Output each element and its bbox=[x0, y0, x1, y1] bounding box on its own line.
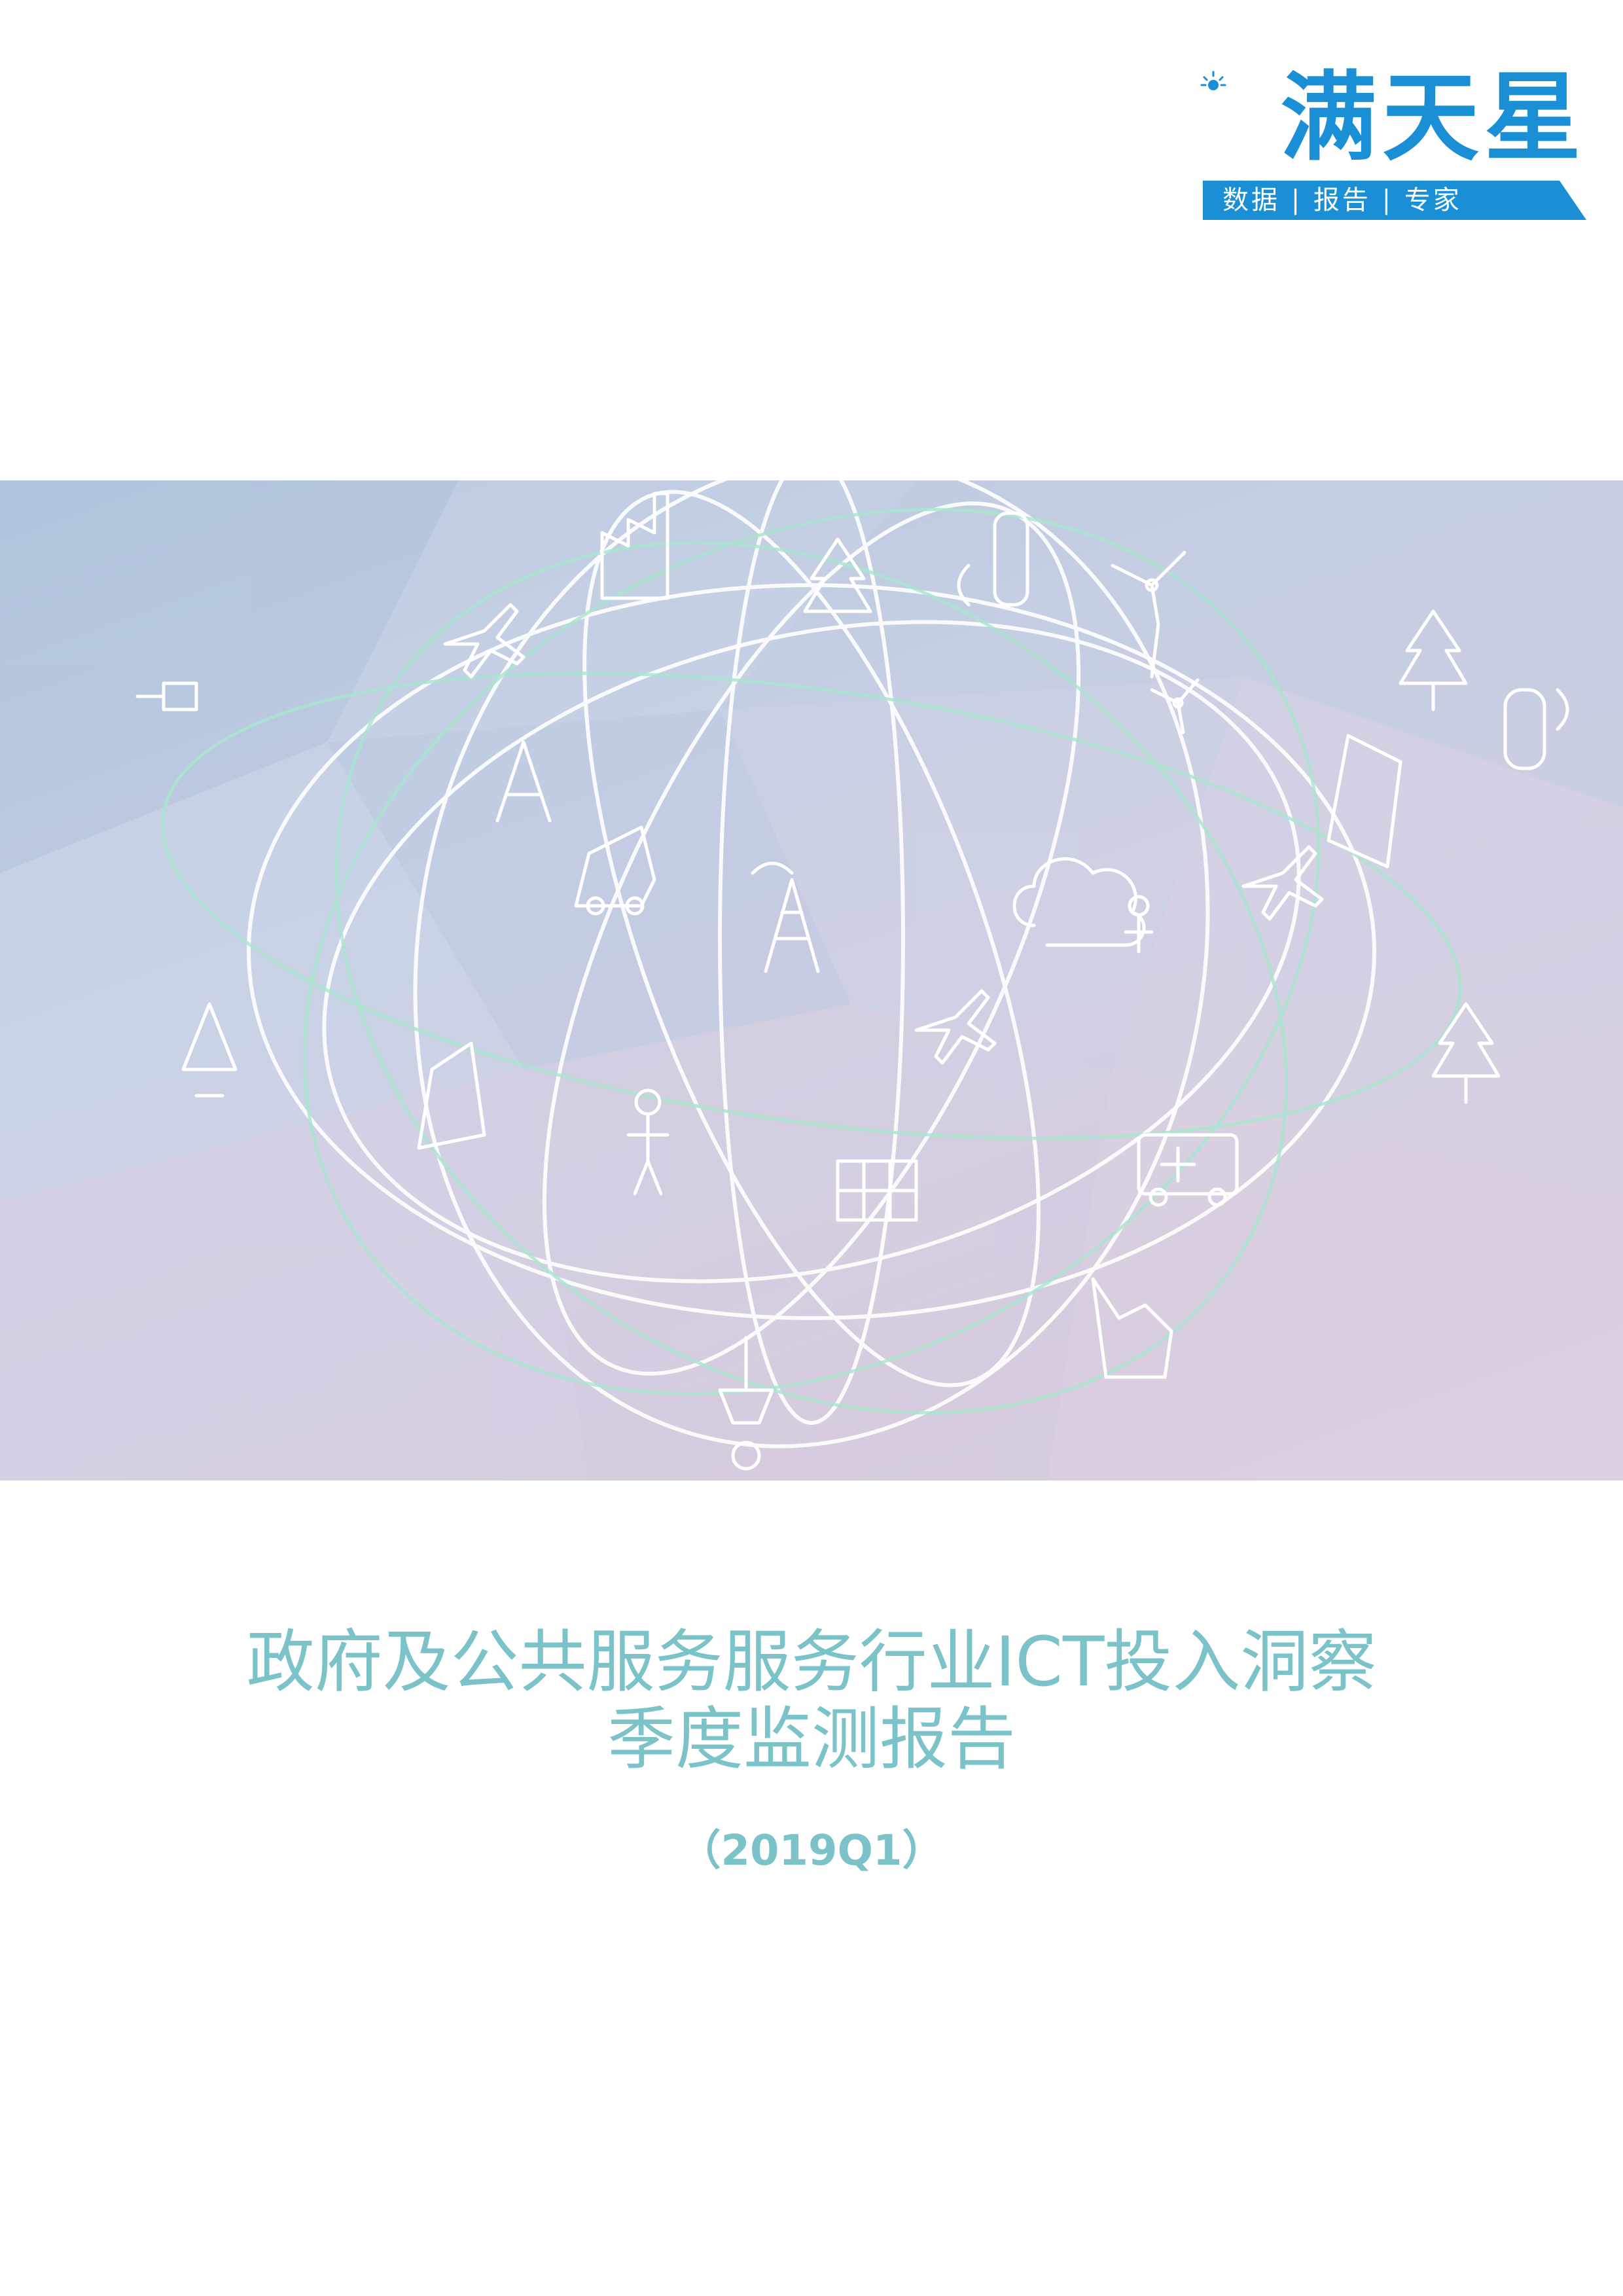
report-title: 政府及公共服务服务行业ICT投入洞察 季度监测报告 bbox=[0, 1623, 1623, 1778]
ambulance-icon bbox=[1137, 1133, 1239, 1207]
factory-icon bbox=[1327, 734, 1402, 869]
tree-icon bbox=[1431, 1002, 1501, 1104]
tree-icon bbox=[803, 537, 872, 613]
globe-network-illustration bbox=[0, 480, 1623, 1480]
hero-illustration bbox=[0, 480, 1623, 1480]
signal-tower-icon bbox=[181, 1002, 238, 1098]
report-title-line-2: 季度监测报告 bbox=[607, 1699, 1016, 1779]
airplane-icon bbox=[1241, 845, 1324, 921]
person-icon bbox=[626, 1088, 669, 1196]
signal-tower-icon bbox=[751, 861, 820, 973]
factory-icon bbox=[600, 492, 669, 600]
signal-tower-icon bbox=[495, 740, 552, 823]
brand-name: 满天星 bbox=[1280, 62, 1586, 174]
wind-turbine-icon bbox=[1111, 550, 1186, 679]
brand-tagline: 数据 | 报告 | 专家 bbox=[1222, 185, 1462, 215]
airplane-icon bbox=[443, 603, 526, 679]
airplane-icon bbox=[914, 989, 997, 1065]
satellite-icon bbox=[718, 1336, 774, 1471]
factory-icon bbox=[1091, 1277, 1173, 1379]
factory-icon bbox=[417, 1041, 486, 1150]
tree-icon bbox=[1399, 609, 1468, 711]
car-icon bbox=[574, 825, 656, 916]
solar-panel-icon bbox=[836, 1159, 918, 1222]
satellite-icon bbox=[1503, 688, 1569, 770]
brand-tagline-bar: 数据 | 报告 | 专家 bbox=[1203, 181, 1586, 220]
satellite-icon bbox=[135, 681, 198, 711]
wind-turbine-icon bbox=[1150, 678, 1200, 734]
person-icon bbox=[1124, 895, 1154, 954]
satellite-icon bbox=[957, 511, 1029, 607]
brand-logo: 满天星 数据 | 报告 | 专家 bbox=[1196, 65, 1586, 223]
sun-icon bbox=[1200, 71, 1226, 90]
report-period: （2019Q1） bbox=[679, 1827, 944, 1875]
report-title-line-1: 政府及公共服务服务行业ICT投入洞察 bbox=[246, 1622, 1377, 1702]
cloud-icon bbox=[1012, 857, 1146, 947]
